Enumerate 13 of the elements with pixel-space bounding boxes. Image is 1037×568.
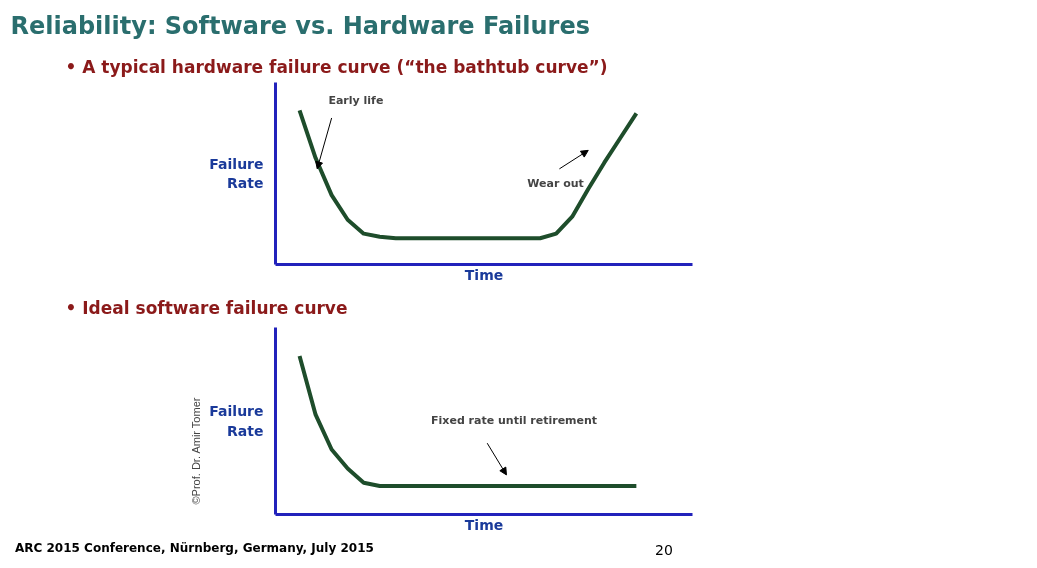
annotation: Wear out [527, 177, 584, 191]
text: 20 [655, 541, 673, 560]
x-axis-title: Time [464, 266, 504, 283]
y-axis-title: Failure Rate [209, 155, 264, 192]
chart-subtitle: • A typical hardware failure curve (“the bathtub curve”) [65, 56, 608, 77]
chart-title: • Ideal software failure curve [65, 297, 348, 318]
text: ©Prof. Dr. Amir Tomer [189, 397, 202, 505]
chart-title: Reliability: Software vs. Hardware Failures [10, 11, 591, 40]
text: Early life [328, 94, 384, 108]
x-axis-title: Time [464, 516, 504, 533]
text: ARC 2015 Conference, Nürnberg, Germany, July 2015 [15, 540, 374, 557]
y-axis-title: Failure Rate [209, 403, 264, 439]
annotation: Fixed rate until retirement [431, 414, 598, 428]
